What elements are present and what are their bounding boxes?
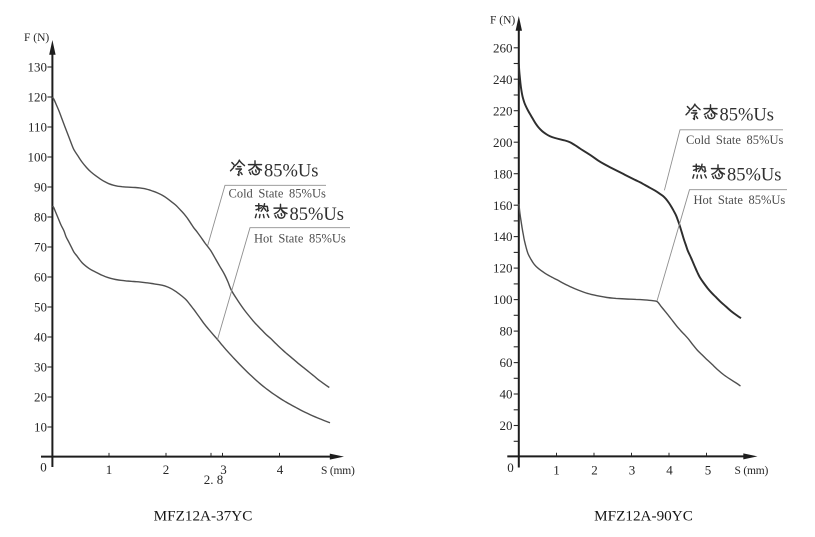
svg-text:240: 240 (493, 72, 513, 87)
svg-text:180: 180 (493, 166, 513, 181)
svg-text:MFZ12A-37YC: MFZ12A-37YC (154, 508, 253, 525)
svg-text:60: 60 (34, 270, 47, 285)
svg-text:0: 0 (507, 460, 514, 475)
svg-text:80: 80 (500, 324, 513, 339)
svg-text:40: 40 (34, 330, 47, 345)
svg-text:50: 50 (34, 300, 47, 315)
svg-text:120: 120 (493, 261, 513, 276)
svg-text:4: 4 (277, 462, 284, 477)
svg-text:40: 40 (500, 387, 513, 402)
svg-text:Cold State 85%Us: Cold State 85%Us (229, 187, 326, 201)
svg-text:S (mm): S (mm) (735, 465, 769, 477)
svg-text:110: 110 (28, 120, 47, 135)
svg-text:85%Us: 85%Us (727, 166, 781, 186)
svg-text:120: 120 (28, 90, 48, 105)
svg-text:2: 2 (591, 463, 598, 478)
svg-text:100: 100 (28, 150, 48, 165)
svg-text:1: 1 (106, 462, 113, 477)
svg-text:90: 90 (34, 180, 47, 195)
svg-text:1: 1 (553, 463, 560, 478)
svg-text:2: 2 (163, 462, 170, 477)
svg-text:F (N): F (N) (490, 15, 515, 27)
svg-text:100: 100 (493, 292, 513, 307)
svg-text:140: 140 (493, 229, 513, 244)
svg-text:3: 3 (629, 463, 636, 478)
svg-text:160: 160 (493, 198, 513, 213)
svg-text:Hot State 85%Us: Hot State 85%Us (254, 232, 346, 246)
svg-text:0: 0 (40, 460, 47, 475)
svg-text:4: 4 (666, 463, 673, 478)
svg-text:80: 80 (34, 210, 47, 225)
svg-text:30: 30 (34, 360, 47, 375)
svg-text:2. 8: 2. 8 (204, 472, 224, 487)
svg-text:Hot State 85%Us: Hot State 85%Us (694, 193, 786, 207)
svg-text:S (mm): S (mm) (321, 465, 355, 477)
svg-text:70: 70 (34, 240, 47, 255)
svg-text:130: 130 (28, 60, 48, 75)
svg-text:10: 10 (34, 420, 47, 435)
svg-text:MFZ12A-90YC: MFZ12A-90YC (594, 508, 693, 525)
svg-text:200: 200 (493, 135, 513, 150)
svg-text:20: 20 (500, 418, 513, 433)
svg-text:220: 220 (493, 103, 513, 118)
svg-text:85%Us: 85%Us (264, 162, 318, 182)
svg-text:85%Us: 85%Us (290, 205, 344, 225)
svg-text:20: 20 (34, 390, 47, 405)
svg-text:3: 3 (220, 462, 227, 477)
svg-text:260: 260 (493, 40, 513, 55)
svg-text:60: 60 (500, 355, 513, 370)
svg-text:5: 5 (705, 463, 712, 478)
svg-text:85%Us: 85%Us (720, 106, 774, 126)
svg-text:F (N): F (N) (24, 32, 49, 44)
svg-text:Cold State 85%Us: Cold State 85%Us (686, 133, 783, 147)
